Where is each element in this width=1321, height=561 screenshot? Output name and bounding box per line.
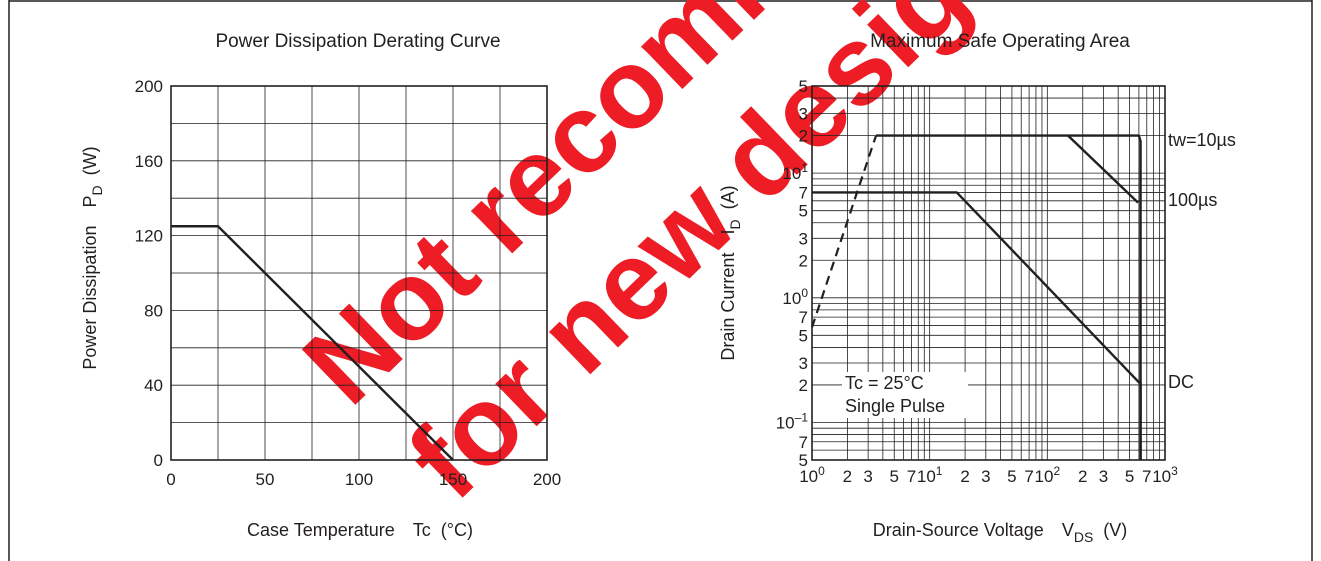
curve-label: tw=10µs xyxy=(1168,130,1236,150)
x-axis-label: Drain-Source Voltage VDS (V) xyxy=(873,520,1128,545)
y-tick-label: 5 xyxy=(799,451,808,470)
y-tick-label: 2 xyxy=(799,376,808,395)
x-tick-label: 50 xyxy=(256,470,275,489)
x-tick-label: 7 xyxy=(1142,467,1151,486)
x-tick-label: 5 xyxy=(890,467,899,486)
y-tick-label: 7 xyxy=(799,433,808,452)
x-tick-label: 3 xyxy=(863,467,872,486)
y-tick-label: 200 xyxy=(135,77,163,96)
y-tick-label: 120 xyxy=(135,227,163,246)
y-tick-label: 7 xyxy=(799,183,808,202)
y-tick-label: 5 xyxy=(799,202,808,221)
x-tick-label: 5 xyxy=(1007,467,1016,486)
derating-line xyxy=(171,225,454,461)
x-tick-label: 3 xyxy=(1099,467,1108,486)
curve-label: DC xyxy=(1168,372,1194,392)
series-group xyxy=(171,225,454,461)
y-axis-label: Drain CurrentID(A) xyxy=(718,185,743,360)
x-tick-label: 102 xyxy=(1035,464,1061,486)
watermark: Not recommended for new design xyxy=(280,0,1074,522)
x-tick-label: 150 xyxy=(439,470,467,489)
annotation-line2: Single Pulse xyxy=(845,396,945,416)
x-tick-labels: 100 2 3 5 7 101 2 3 5 7 102 2 3 5 7 103 xyxy=(799,464,1178,486)
x-tick-label: 101 xyxy=(917,464,943,486)
dashed-limit-line xyxy=(810,135,878,328)
x-tick-label: 2 xyxy=(960,467,969,486)
x-tick-label: 103 xyxy=(1152,464,1178,486)
y-tick-label: 101 xyxy=(782,161,808,183)
y-tick-label: 100 xyxy=(782,286,808,308)
safe-operating-area-chart: Maximum Safe Operating Area 100 2 3 5 7 101 2 3… xyxy=(718,31,1236,545)
curve-labels: tw=10µs 100µs DC xyxy=(1168,130,1236,392)
y-axis-label: Power DissipationPD(W) xyxy=(80,146,105,369)
power-derating-chart: Power Dissipation Derating Curve 0 50 100 1… xyxy=(80,31,561,540)
y-tick-label: 2 xyxy=(799,251,808,270)
y-tick-label: 3 xyxy=(799,229,808,248)
annotation-line1: Tc = 25°C xyxy=(845,373,924,393)
x-tick-label: 0 xyxy=(166,470,175,489)
chart-title: Maximum Safe Operating Area xyxy=(870,31,1130,52)
curve-label: 100µs xyxy=(1168,190,1217,210)
y-tick-label: 7 xyxy=(799,308,808,327)
series-group xyxy=(810,134,1142,460)
y-tick-label: 80 xyxy=(144,301,163,320)
annotation-background xyxy=(842,372,968,418)
x-tick-label: 100 xyxy=(799,464,825,486)
x-tick-label: 2 xyxy=(843,467,852,486)
grid-lines xyxy=(812,86,1165,460)
x-tick-label: 7 xyxy=(907,467,916,486)
x-tick-label: 7 xyxy=(1024,467,1033,486)
y-tick-label: 10–1 xyxy=(776,410,809,432)
plot-area xyxy=(811,85,1166,461)
plot-area xyxy=(170,85,548,461)
y-tick-label: 3 xyxy=(799,354,808,373)
x-tick-label: 200 xyxy=(533,470,561,489)
x-tick-label: 100 xyxy=(345,470,373,489)
x-tick-labels: 0 50 100 150 200 xyxy=(166,470,561,489)
soa-curve xyxy=(876,134,1142,460)
y-tick-label: 40 xyxy=(144,376,163,395)
y-tick-label: 5 xyxy=(799,326,808,345)
x-tick-label: 3 xyxy=(981,467,990,486)
x-axis-label: Case Temperature Tc (°C) xyxy=(247,520,473,540)
soa-curve xyxy=(812,191,1142,460)
soa-curve xyxy=(1067,134,1139,204)
y-tick-label: 3 xyxy=(799,105,808,124)
grid-lines xyxy=(171,86,547,460)
chart-title: Power Dissipation Derating Curve xyxy=(215,31,500,52)
x-tick-label: 5 xyxy=(1125,467,1134,486)
y-tick-labels: 0 40 80 120 160 200 xyxy=(135,77,163,470)
y-tick-label: 5 xyxy=(799,77,808,96)
y-tick-label: 160 xyxy=(135,152,163,171)
y-tick-label: 0 xyxy=(154,451,163,470)
y-tick-label: 2 xyxy=(799,127,808,146)
figure-frame xyxy=(8,0,1313,561)
x-tick-label: 2 xyxy=(1078,467,1087,486)
